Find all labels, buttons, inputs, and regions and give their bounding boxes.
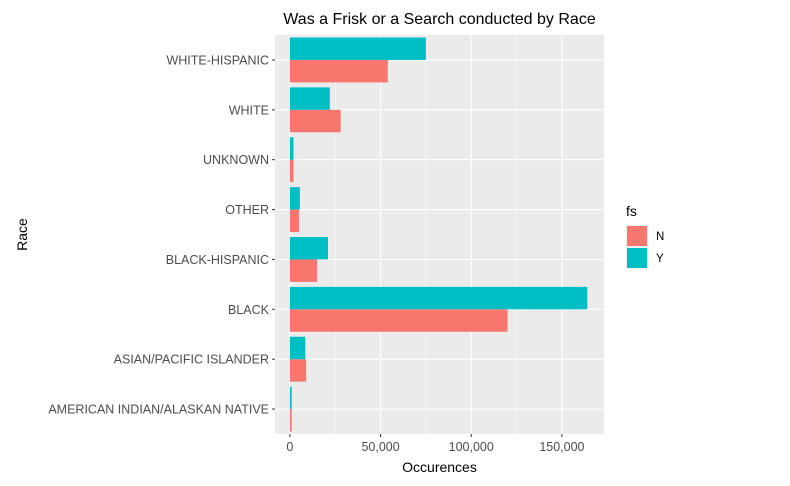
bar-n [289,159,294,183]
y-tick-label: BLACK-HISPANIC [166,253,269,267]
legend-title: fs [626,203,637,219]
bar-n [289,259,318,282]
chart-title: Was a Frisk or a Search conducted by Rac… [283,11,596,28]
bar-y [289,87,330,110]
legend: fs NY [626,203,664,269]
y-tick-label: WHITE-HISPANIC [166,53,269,67]
y-tick-label: AMERICAN INDIAN/ALASKAN NATIVE [48,403,269,417]
bar-n [289,409,292,432]
bar-n [289,109,341,133]
legend-label-n: N [656,231,664,243]
bar-y [289,137,294,160]
minor-gridlines [334,35,517,434]
bar-y [289,336,306,360]
y-tick-label: UNKNOWN [203,153,269,167]
legend-swatch-n [627,226,647,246]
bar-y [289,236,328,260]
x-tick-label: 0 [286,440,293,454]
legend-label-y: Y [656,253,664,265]
x-axis-label: Occurences [402,459,477,475]
bar-y [289,37,426,60]
x-axis: 0 50,000 100,000 150,000 [286,434,585,454]
bars [289,37,588,432]
y-tick-label: ASIAN/PACIFIC ISLANDER [114,353,269,367]
x-tick-label: 100,000 [449,440,494,454]
legend-swatch-y [627,248,647,268]
x-tick-label: 50,000 [361,440,399,454]
bar-n [289,359,307,382]
y-axis-label: Race [14,218,30,251]
y-tick-label: OTHER [225,203,269,217]
y-axis: WHITE-HISPANIC WHITE UNKNOWN OTHER BLACK-HIS… [48,53,275,417]
y-tick-label: WHITE [229,103,269,117]
plot-panel [275,35,604,434]
bar-y [289,286,588,310]
bar-y [289,187,300,210]
y-tick-label: BLACK [228,303,270,317]
bar-n [289,59,388,83]
bar-n [289,309,508,332]
x-tick-label: 150,000 [539,440,584,454]
bar-y [289,386,292,410]
bar-n [289,209,299,233]
